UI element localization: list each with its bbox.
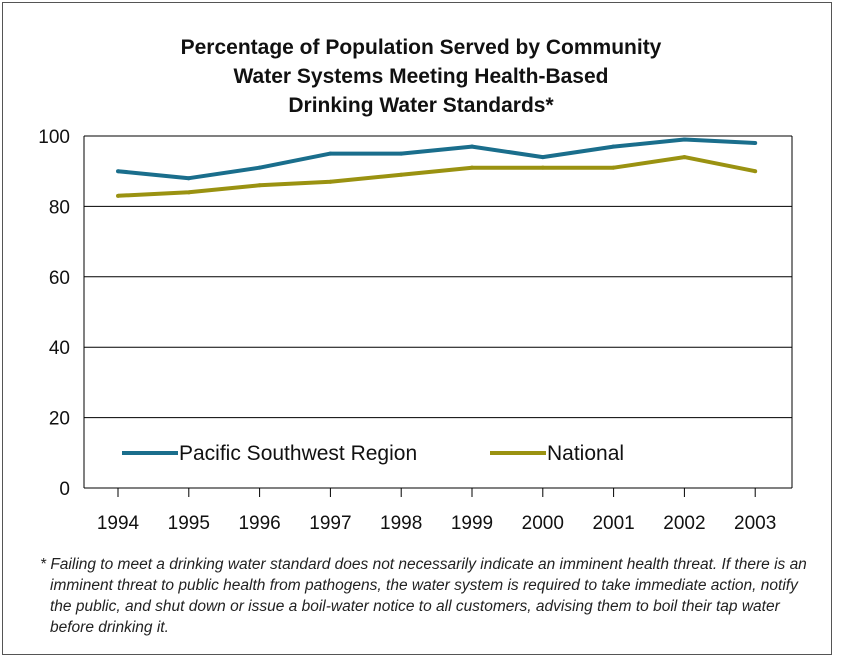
data-point (470, 144, 474, 149)
chart-frame (2, 2, 832, 655)
x-tick-label: 1996 (238, 513, 280, 534)
data-point (540, 155, 545, 160)
data-point (328, 151, 333, 156)
data-point (116, 193, 120, 198)
data-point (540, 165, 545, 170)
footnote-text: * Failing to meet a drinking water stand… (40, 556, 807, 636)
chart-title-line-1: Percentage of Population Served by Commu… (180, 36, 662, 59)
x-tick-label: 2000 (522, 513, 564, 534)
x-tick-label: 1995 (168, 513, 210, 534)
y-tick-label: 20 (49, 409, 70, 430)
data-point (116, 169, 120, 174)
chart-title-line-2: Water Systems Meeting Health-Based (233, 65, 609, 88)
data-point (186, 190, 191, 195)
data-point (257, 165, 262, 170)
series-line-national (117, 155, 756, 198)
y-tick-label: 100 (38, 127, 70, 148)
x-tick-label: 1994 (97, 513, 140, 534)
x-tick-label: 2002 (663, 513, 705, 534)
data-point (470, 165, 474, 170)
legend-label: National (547, 442, 624, 465)
data-point (682, 137, 687, 142)
x-tick-label: 1997 (309, 513, 351, 534)
data-point (399, 172, 404, 177)
legend-label: Pacific Southwest Region (179, 442, 417, 465)
data-point (328, 179, 333, 184)
data-point (257, 183, 262, 188)
chart-title-line-3: Drinking Water Standards* (288, 94, 554, 117)
footnote: * Failing to meet a drinking water stand… (40, 554, 820, 638)
y-tick-label: 40 (49, 338, 70, 359)
data-point (611, 165, 616, 170)
data-point (399, 151, 404, 156)
x-tick-label: 1998 (380, 513, 422, 534)
series-line-pacific-southwest-region (117, 137, 756, 181)
chart-title: Percentage of Population Served by Commu… (0, 33, 842, 120)
data-point (682, 155, 687, 160)
x-tick-label: 1999 (451, 513, 493, 534)
data-point (753, 141, 758, 146)
x-tick-label: 2003 (734, 513, 776, 534)
data-point (186, 176, 191, 181)
y-tick-label: 60 (49, 268, 70, 289)
y-tick-label: 80 (49, 197, 70, 218)
x-tick-label: 2001 (592, 513, 634, 534)
y-tick-label: 0 (59, 479, 70, 500)
data-point (611, 144, 616, 149)
data-point (753, 169, 758, 174)
